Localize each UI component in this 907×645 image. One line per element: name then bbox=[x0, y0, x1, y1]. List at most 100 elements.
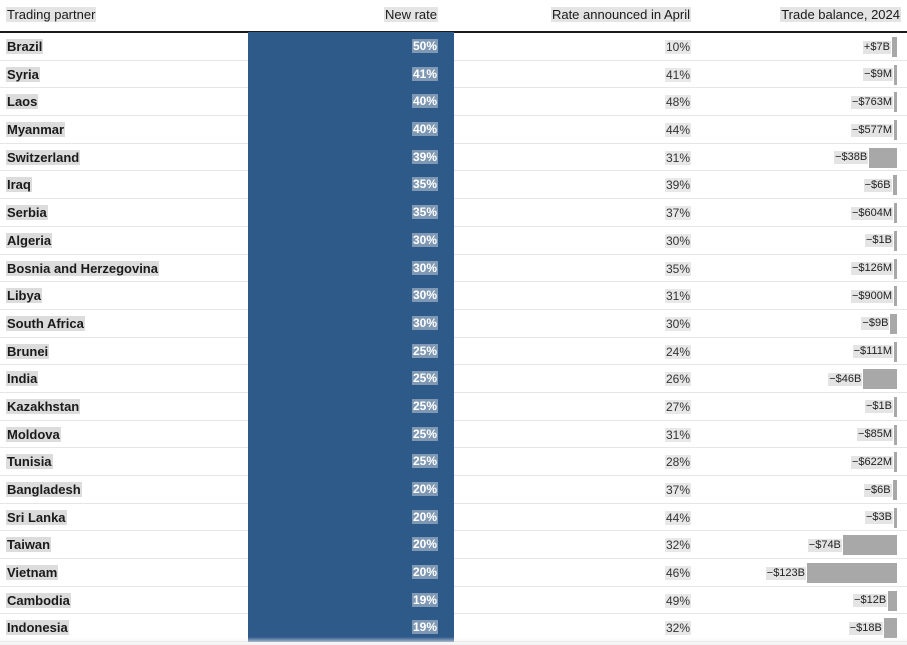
table-row: Algeria 30% 30% −$1B bbox=[0, 225, 907, 255]
trade-balance-cell: −$622M bbox=[850, 452, 897, 473]
new-rate-cell: 19% bbox=[248, 585, 454, 615]
april-rate-value: 26% bbox=[664, 372, 691, 387]
new-rate-cell: 25% bbox=[248, 364, 454, 393]
trade-balance-bar bbox=[894, 286, 897, 307]
trade-balance-cell: −$18B bbox=[848, 618, 897, 639]
trade-balance-cell: −$1B bbox=[865, 396, 897, 417]
table-row: Moldova 25% 31% −$85M bbox=[0, 419, 907, 449]
new-rate-value: 25% bbox=[411, 398, 438, 413]
trade-balance-bar bbox=[894, 92, 897, 113]
new-rate-cell: 30% bbox=[248, 308, 454, 338]
trade-balance-cell: −$9M bbox=[863, 64, 897, 85]
new-rate-cell: 41% bbox=[248, 59, 454, 89]
table-row: Bosnia and Herzegovina 30% 35% −$126M bbox=[0, 253, 907, 283]
trade-balance-label: −$577M bbox=[850, 123, 893, 137]
partner-name: Vietnam bbox=[6, 565, 59, 581]
april-rate-value: 37% bbox=[664, 206, 691, 221]
col-header-new-rate: New rate bbox=[383, 7, 438, 22]
new-rate-cell: 25% bbox=[248, 447, 454, 476]
april-rate-value: 49% bbox=[664, 593, 691, 608]
april-rate-value: 31% bbox=[664, 150, 691, 165]
new-rate-value: 41% bbox=[411, 66, 438, 81]
trade-balance-bar bbox=[892, 175, 897, 196]
trade-balance-cell: −$126M bbox=[850, 258, 897, 279]
bottom-fade bbox=[0, 637, 907, 645]
trade-balance-label: −$6B bbox=[863, 178, 892, 192]
trade-balance-bar bbox=[863, 369, 897, 390]
trade-balance-cell: −$900M bbox=[850, 286, 897, 307]
new-rate-value: 20% bbox=[411, 509, 438, 524]
new-rate-cell: 20% bbox=[248, 558, 454, 587]
trade-balance-label: +$7B bbox=[862, 40, 891, 54]
trade-balance-bar bbox=[894, 203, 897, 224]
partner-name: Syria bbox=[6, 66, 40, 82]
trade-balance-cell: −$85M bbox=[857, 424, 897, 445]
table-row: Brazil 50% 10% +$7B bbox=[0, 32, 907, 61]
trade-balance-bar bbox=[888, 590, 897, 611]
april-rate-value: 41% bbox=[664, 67, 691, 82]
april-rate-value: 27% bbox=[664, 399, 691, 414]
partner-name: Kazakhstan bbox=[6, 398, 81, 414]
partner-name: India bbox=[6, 371, 39, 387]
partner-name: Indonesia bbox=[6, 620, 69, 636]
april-rate-value: 39% bbox=[664, 178, 691, 193]
trade-balance-bar bbox=[807, 563, 897, 584]
new-rate-value: 40% bbox=[411, 94, 438, 109]
trade-balance-cell: −$6B bbox=[863, 480, 897, 500]
new-rate-value: 30% bbox=[411, 315, 438, 330]
trade-balance-label: −$622M bbox=[850, 455, 893, 469]
april-rate-value: 30% bbox=[664, 233, 691, 248]
col-header-partner: Trading partner bbox=[6, 7, 97, 22]
partner-name: Bangladesh bbox=[6, 482, 82, 497]
trade-balance-label: −$85M bbox=[857, 428, 893, 442]
new-rate-cell: 30% bbox=[248, 281, 454, 310]
table-row: Kazakhstan 25% 27% −$1B bbox=[0, 391, 907, 421]
table-row: Serbia 35% 37% −$604M bbox=[0, 198, 907, 227]
partner-name: Brazil bbox=[6, 39, 44, 54]
new-rate-cell: 39% bbox=[248, 142, 454, 172]
trade-balance-label: −$1B bbox=[865, 234, 893, 248]
trade-balance-bar bbox=[894, 120, 897, 141]
new-rate-cell: 50% bbox=[248, 32, 454, 61]
col-header-april-rate: Rate announced in April bbox=[550, 7, 691, 22]
trade-balance-bar bbox=[894, 424, 897, 445]
april-rate-value: 37% bbox=[664, 483, 691, 497]
trade-balance-cell: −$46B bbox=[828, 369, 897, 390]
trade-balance-cell: −$604M bbox=[850, 203, 897, 224]
trade-balance-label: −$1B bbox=[865, 400, 893, 414]
new-rate-cell: 35% bbox=[248, 198, 454, 227]
new-rate-value: 30% bbox=[411, 260, 438, 275]
new-rate-value: 20% bbox=[411, 482, 438, 496]
partner-name: Tunisia bbox=[6, 454, 53, 470]
trade-balance-bar bbox=[869, 147, 897, 168]
april-rate-value: 31% bbox=[664, 289, 691, 304]
trade-balance-label: −$38B bbox=[834, 151, 869, 165]
trade-balance-label: −$123B bbox=[765, 566, 806, 580]
trade-balance-label: −$3B bbox=[865, 511, 893, 525]
new-rate-value: 19% bbox=[411, 592, 438, 607]
partner-name: Brunei bbox=[6, 343, 50, 359]
trade-balance-cell: −$9B bbox=[861, 313, 897, 334]
trade-balance-label: −$18B bbox=[848, 621, 883, 635]
partner-name: Laos bbox=[6, 94, 39, 110]
trade-balance-label: −$74B bbox=[807, 538, 842, 552]
new-rate-value: 20% bbox=[411, 537, 438, 552]
trade-balance-bar bbox=[842, 535, 897, 556]
new-rate-cell: 35% bbox=[248, 170, 454, 200]
trade-balance-bar bbox=[891, 37, 897, 57]
partner-name: Bosnia and Herzegovina bbox=[6, 260, 159, 276]
new-rate-value: 19% bbox=[411, 620, 438, 635]
april-rate-value: 10% bbox=[664, 40, 691, 54]
new-rate-value: 35% bbox=[411, 205, 438, 220]
new-rate-cell: 25% bbox=[248, 391, 454, 421]
table-row: Tunisia 25% 28% −$622M bbox=[0, 447, 907, 476]
trade-balance-cell: −$763M bbox=[850, 92, 897, 113]
trade-balance-bar bbox=[894, 507, 897, 528]
partner-name: South Africa bbox=[6, 315, 85, 331]
table-row: Vietnam 20% 46% −$123B bbox=[0, 558, 907, 587]
new-rate-cell: 20% bbox=[248, 475, 454, 504]
april-rate-value: 28% bbox=[664, 455, 691, 470]
trade-balance-cell: −$111M bbox=[852, 341, 897, 362]
trade-balance-label: −$111M bbox=[852, 345, 893, 359]
trade-balance-label: −$126M bbox=[850, 262, 893, 275]
